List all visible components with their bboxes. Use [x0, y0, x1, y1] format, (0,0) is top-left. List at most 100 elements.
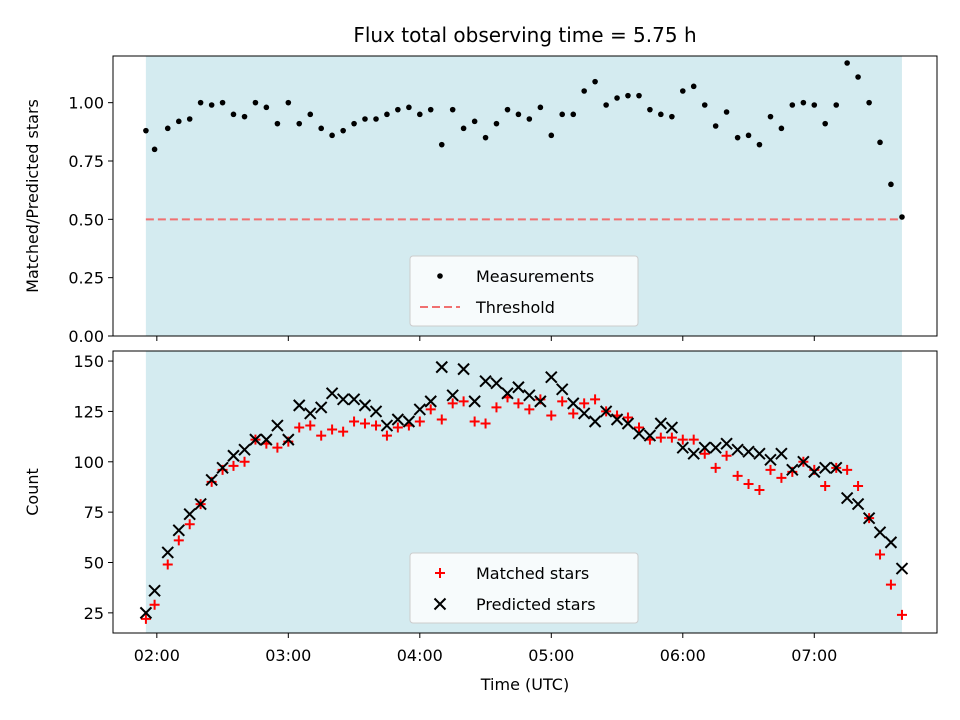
- measurement-point: [734, 134, 741, 141]
- predicted-star-point: [676, 441, 689, 454]
- measurement-point: [296, 120, 303, 127]
- matched-star-point: [524, 404, 535, 415]
- y-tick-label: 0.75: [68, 152, 104, 171]
- matched-star-point: [765, 464, 776, 475]
- predicted-star-point: [764, 453, 777, 466]
- measurement-point: [164, 125, 171, 132]
- predicted-star-point: [588, 415, 602, 428]
- predicted-star-point: [534, 395, 547, 408]
- measurement-point: [373, 116, 379, 122]
- predicted-star-point: [148, 584, 161, 597]
- y-tick-label: 25: [84, 604, 104, 623]
- x-axis-label: Time (UTC): [480, 675, 569, 694]
- x-tick-label: 05:00: [528, 646, 574, 665]
- matched-star-point: [392, 422, 403, 433]
- predicted-star-point: [884, 536, 898, 549]
- measurement-point: [778, 125, 785, 132]
- measurement-point: [151, 146, 158, 153]
- matched-star-point: [469, 416, 480, 427]
- legend-box: [409, 552, 639, 624]
- measurement-point: [395, 106, 401, 113]
- axes-frame: [112, 55, 938, 337]
- predicted-star-point: [523, 389, 536, 402]
- matched-star-point: [436, 414, 447, 425]
- measurement-point: [647, 106, 653, 113]
- measurement-point: [351, 120, 357, 127]
- x-tick-label: 07:00: [791, 646, 837, 665]
- y-tick-label: 0.00: [68, 327, 104, 346]
- measurement-point: [592, 78, 598, 85]
- matched-star-point: [458, 396, 469, 407]
- predicted-star-point: [172, 524, 185, 537]
- matched-star-point: [173, 535, 184, 546]
- measurement-point: [570, 111, 577, 118]
- count-panel: 25 50 75 100 125 150 02:00 03:00 04:00 05:00 06:00…: [23, 350, 938, 694]
- predicted-star-point: [501, 387, 514, 400]
- predicted-star-point: [139, 606, 153, 620]
- predicted-star-point: [599, 405, 613, 418]
- predicted-star-point: [698, 441, 711, 454]
- measurement-point: [252, 99, 259, 106]
- measurement-point: [866, 99, 872, 106]
- predicted-star-point: [358, 399, 372, 412]
- measurement-point: [581, 88, 587, 94]
- matched-star-point: [820, 480, 831, 491]
- predicted-star-point: [424, 395, 437, 408]
- predicted-star-point: [282, 433, 295, 446]
- predicted-star-point: [556, 383, 569, 396]
- measurement-point: [427, 106, 434, 113]
- predicted-star-point: [709, 441, 722, 454]
- matched-star-point: [425, 404, 436, 415]
- measurement-point: [143, 127, 149, 134]
- matched-star-point: [294, 422, 305, 433]
- predicted-star-point: [391, 413, 405, 426]
- x-tick-label: 04:00: [397, 646, 443, 665]
- y-tick-label: 150: [73, 352, 104, 371]
- matched-star-point: [754, 484, 765, 495]
- measurement-point: [701, 102, 708, 108]
- predicted-star-point: [786, 463, 799, 477]
- measurement-point: [318, 125, 324, 132]
- measurement-point: [449, 106, 456, 113]
- predicted-star-point: [840, 491, 854, 505]
- measurement-point: [175, 118, 182, 125]
- predicted-star-point: [720, 437, 733, 450]
- matched-star-point: [513, 398, 524, 409]
- legend-measurement-marker: [437, 273, 443, 279]
- measurement-point: [877, 139, 883, 146]
- predicted-star-point: [490, 377, 503, 390]
- predicted-star-point: [545, 370, 558, 384]
- legend-box: [409, 255, 639, 327]
- measurement-point: [438, 141, 445, 148]
- matched-star-point: [842, 464, 853, 475]
- matched-star-point: [305, 420, 316, 431]
- measurement-point: [833, 102, 840, 108]
- ratio-panel: 0.00 0.25 0.50 0.75 1.00 Matched/Predicted st…: [23, 23, 938, 346]
- legend: Measurements Threshold: [409, 255, 639, 327]
- measurement-point: [537, 104, 544, 111]
- predicted-star-point: [183, 507, 196, 521]
- measurement-point: [384, 111, 390, 118]
- measurement-point: [340, 127, 346, 134]
- predicted-star-point: [512, 381, 525, 394]
- legend-entry-label: Threshold: [475, 298, 555, 317]
- measurement-point: [186, 116, 193, 122]
- predicted-star-point: [468, 395, 481, 408]
- matched-star-point: [590, 394, 601, 405]
- x-tick-label: 03:00: [265, 646, 311, 665]
- matched-star-point: [699, 448, 710, 459]
- y-tick-label: 75: [84, 503, 104, 522]
- measurement-point: [767, 113, 774, 120]
- legend-entry-label: Predicted stars: [476, 595, 596, 614]
- legend-entry-label: Matched stars: [476, 564, 589, 583]
- predicted-star-point: [621, 417, 635, 430]
- predicted-star-point: [797, 455, 810, 468]
- predicted-star-point: [643, 429, 657, 442]
- measurement-point: [285, 99, 292, 106]
- measurement-point: [679, 88, 686, 94]
- y-tick-label: 125: [73, 402, 104, 421]
- predicted-star-point: [665, 421, 679, 434]
- predicted-star-point: [654, 417, 668, 430]
- matched-star-point: [568, 408, 579, 419]
